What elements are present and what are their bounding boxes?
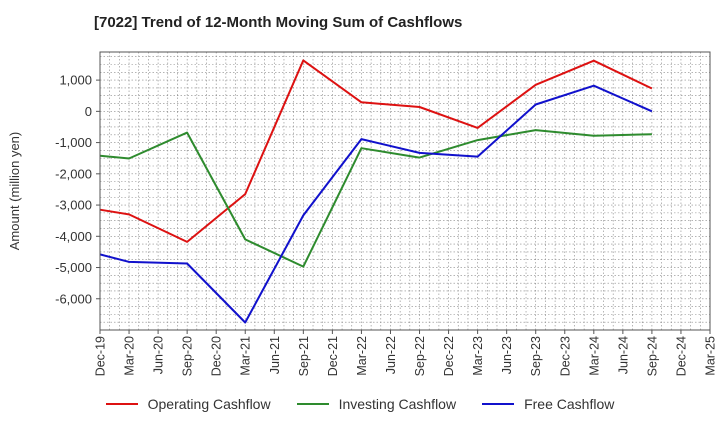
legend-item-free-cashflow: Free Cashflow [482, 396, 614, 412]
x-tick-label: Sep-20 [181, 336, 195, 376]
x-tick-label: Sep-22 [413, 336, 427, 376]
y-tick-label: -1,000 [55, 135, 92, 150]
x-tick-label: Dec-19 [94, 336, 108, 376]
y-tick-label: -3,000 [55, 198, 92, 213]
x-tick-label: Jun-20 [152, 336, 166, 374]
x-tick-label: Mar-23 [471, 336, 485, 376]
grid [100, 52, 710, 330]
legend-label: Operating Cashflow [147, 396, 271, 412]
legend-label: Free Cashflow [524, 396, 615, 412]
y-tick-label: 1,000 [59, 73, 92, 88]
x-tick-label: Mar-21 [239, 336, 253, 376]
x-tick-label: Jun-23 [500, 336, 514, 374]
x-tick-label: Jun-22 [384, 336, 398, 374]
x-tick-label: Dec-23 [558, 336, 572, 376]
x-tick-label: Mar-20 [123, 336, 137, 376]
legend-swatch [482, 403, 515, 405]
y-tick-label: -6,000 [55, 291, 92, 306]
x-tick-label: Dec-20 [210, 336, 224, 376]
plot-area-frame [99, 51, 711, 331]
x-tick-label: Sep-23 [529, 336, 543, 376]
series-lines [99, 59, 653, 324]
x-axis-ticks: Dec-19 Mar-20 Jun-20 Sep-20 Dec-20 Mar-21 Jun-… [94, 330, 718, 376]
x-tick-label: Dec-22 [442, 336, 456, 376]
legend-item-operating-cashflow: Operating Cashflow [105, 396, 271, 412]
x-tick-label: Dec-24 [674, 336, 688, 376]
y-axis-ticks: 1,000 0 -1,000 -2,000 -3,000 -4,000 -5,000 -6,0… [55, 73, 100, 306]
x-tick-label: Mar-24 [587, 336, 601, 376]
x-tick-label: Jun-21 [268, 336, 282, 374]
x-tick-label: Sep-21 [297, 336, 311, 376]
series-line-free-cashflow [99, 84, 653, 324]
x-tick-label: Dec-21 [326, 336, 340, 376]
y-tick-label: -5,000 [55, 260, 92, 275]
x-tick-label: Sep-24 [645, 336, 659, 376]
x-tick-label: Jun-24 [616, 336, 630, 374]
legend-swatch [296, 403, 329, 405]
x-tick-label: Mar-22 [355, 336, 369, 376]
legend-label: Investing Cashflow [338, 396, 457, 412]
x-tick-label: Mar-25 [704, 336, 718, 376]
y-axis-label: Amount (million yen) [7, 132, 22, 251]
legend-swatch [105, 403, 138, 405]
chart-legend: Operating Cashflow Investing Cashflow Free… [0, 396, 720, 412]
y-tick-label: -2,000 [55, 166, 92, 181]
y-tick-label: -4,000 [55, 229, 92, 244]
legend-item-investing-cashflow: Investing Cashflow [296, 396, 457, 412]
y-tick-label: 0 [85, 104, 92, 119]
series-line-operating-cashflow [99, 59, 653, 243]
chart-title: [7022] Trend of 12-Month Moving Sum of C… [94, 14, 463, 31]
series-line-investing-cashflow [99, 129, 652, 268]
